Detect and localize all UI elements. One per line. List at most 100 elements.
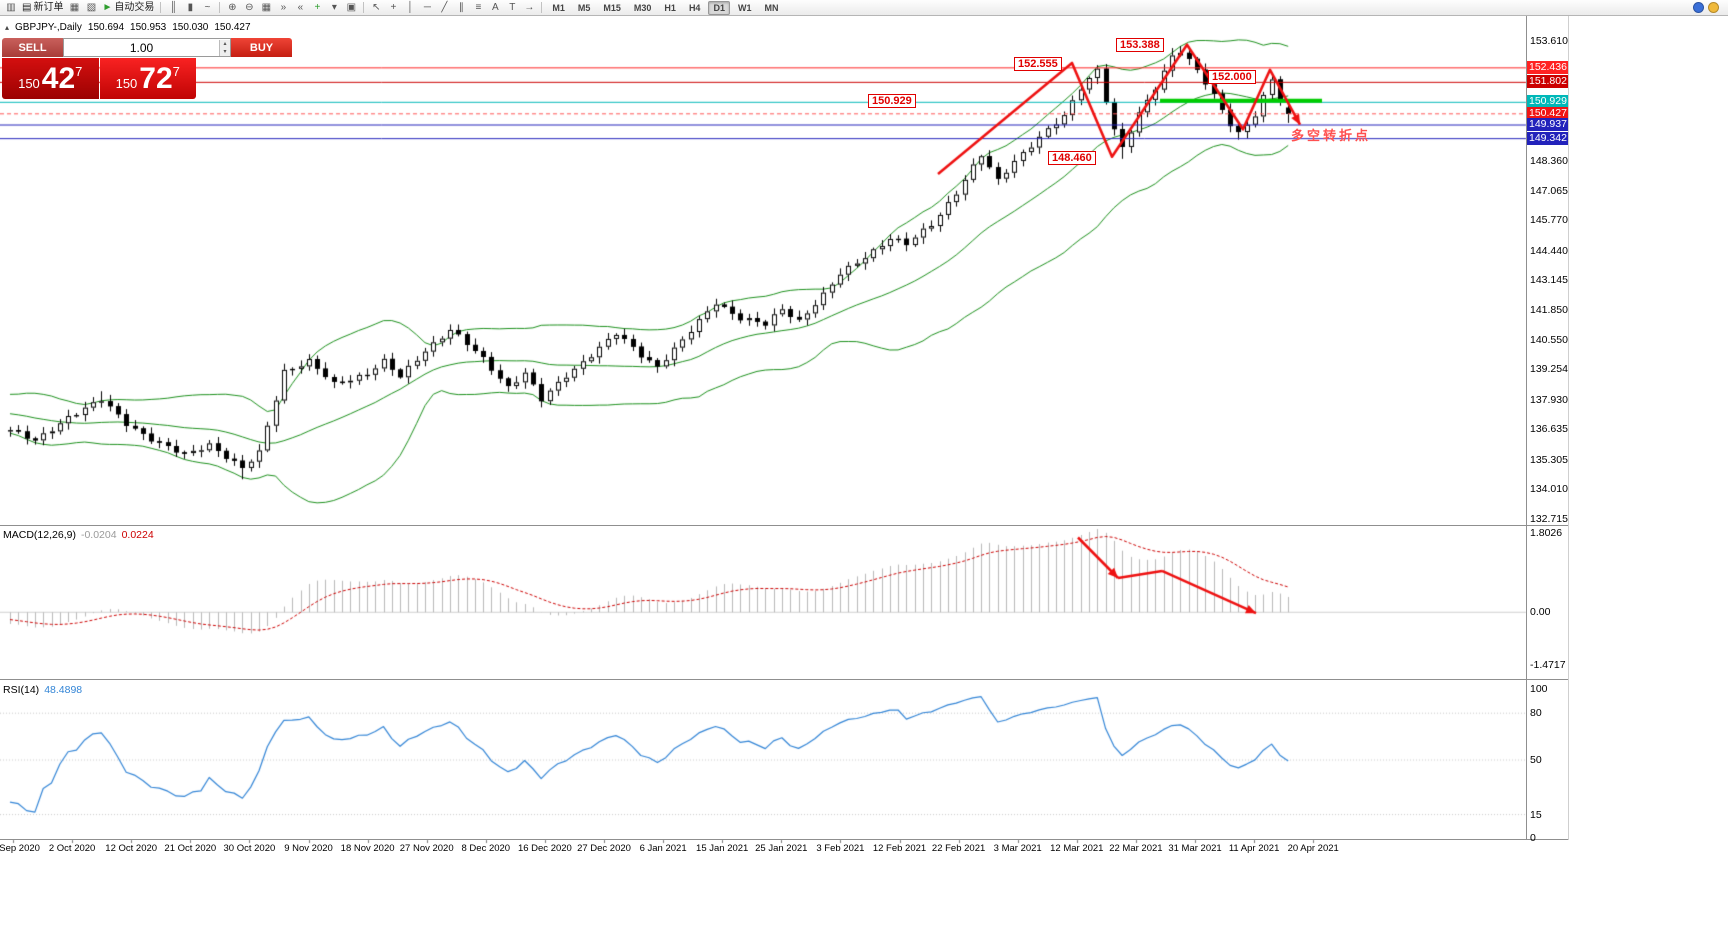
- cursor-tool-icon: ↖: [372, 1, 381, 13]
- label-tool-icon: T: [509, 1, 516, 13]
- time-axis-separator: [0, 839, 1568, 840]
- notifications-icon[interactable]: [1708, 2, 1719, 13]
- volume-box: ▴ ▾: [63, 38, 231, 57]
- crosshair-tool[interactable]: +: [385, 1, 401, 15]
- buy-price-main: 72: [139, 61, 173, 95]
- zoom-in-icon: ⊕: [228, 1, 237, 13]
- timeframe-d1[interactable]: D1: [708, 0, 730, 15]
- tile-windows-icon: ▦: [261, 1, 272, 13]
- chart-shift[interactable]: «: [292, 1, 308, 15]
- line-mode[interactable]: ~: [199, 1, 215, 15]
- symbol-title: GBPJPY-,Daily: [15, 22, 82, 33]
- trendline-tool-icon: ╱: [441, 1, 448, 13]
- timeframe-m5[interactable]: M5: [577, 2, 591, 13]
- zoom-out[interactable]: ⊖: [241, 1, 257, 15]
- vertical-line-tool[interactable]: │: [402, 1, 418, 15]
- sell-price-panel[interactable]: 150 42 7: [2, 58, 99, 99]
- label-tool[interactable]: T: [504, 1, 520, 15]
- candles-mode-icon: ▮: [187, 1, 194, 13]
- tile-windows[interactable]: ▦: [258, 1, 274, 15]
- sell-price-pipette: 7: [75, 64, 83, 79]
- bull-bear-turning-point-note[interactable]: 多空转折点: [1291, 128, 1372, 143]
- sell-button[interactable]: SELL: [2, 38, 63, 57]
- close-value: 150.427: [214, 22, 251, 33]
- trendline-tool[interactable]: ╱: [436, 1, 452, 15]
- channel-tool-icon: ∥: [458, 1, 464, 13]
- templates-menu-icon: ▣: [346, 1, 357, 13]
- timeframe-h4[interactable]: H4: [688, 2, 701, 13]
- new-order-button[interactable]: ▤ 新订单: [20, 1, 65, 15]
- timeframe-m15[interactable]: M15: [603, 2, 621, 13]
- rsi-value: 48.4898: [44, 684, 83, 696]
- zoom-in[interactable]: ⊕: [224, 1, 240, 15]
- main-toolbar: ▥ ▤ 新订单 ▦ ▧ ► 自动交易 ║ ▮ ~ ⊕ ⊖ ▦» «+ ▾ ▣ ↖ + │ ─ ╱ ∥ ≡ A T → M1 M5 M15…: [0, 0, 1728, 16]
- timeframe-w1[interactable]: W1: [737, 2, 752, 13]
- toolbar-separator: [160, 2, 162, 13]
- timeframe-h1[interactable]: H1: [664, 2, 676, 13]
- chart-windows[interactable]: ▦: [66, 1, 82, 15]
- fibonacci-tool-icon: ≡: [475, 1, 482, 13]
- volume-down-button[interactable]: ▾: [220, 47, 230, 56]
- volume-spinner: ▴ ▾: [219, 39, 230, 56]
- rsi-indicator-readout: RSI(14) 48.4898: [3, 684, 82, 696]
- new-chart[interactable]: ▥: [3, 1, 19, 15]
- sell-price-prefix: 150: [18, 76, 40, 91]
- text-tool-icon: A: [492, 1, 499, 13]
- volume-up-button[interactable]: ▴: [220, 39, 230, 48]
- arrows-tool-icon: →: [524, 1, 535, 13]
- candles-mode[interactable]: ▮: [182, 1, 198, 15]
- rsi-panel-separator[interactable]: [0, 679, 1568, 680]
- price-scale-separator[interactable]: [1526, 16, 1527, 840]
- toolbar-separator: [541, 2, 543, 13]
- channel-tool[interactable]: ∥: [453, 1, 469, 15]
- templates-menu[interactable]: ▣: [343, 1, 359, 15]
- buy-price-prefix: 150: [115, 76, 138, 91]
- buy-button[interactable]: BUY: [231, 38, 292, 57]
- high-value: 150.953: [130, 22, 167, 33]
- one-click-collapse-icon[interactable]: ▴: [5, 23, 10, 32]
- buy-price-panel[interactable]: 150 72 7: [99, 58, 196, 99]
- chart-shift-icon: «: [297, 1, 304, 13]
- timeframe-m1[interactable]: M1: [552, 2, 565, 13]
- chart-windows-icon: ▦: [69, 1, 80, 13]
- periods-menu-icon: ▾: [331, 1, 337, 13]
- sell-price-main: 42: [41, 61, 76, 95]
- new-chart-icon: ▥: [6, 1, 16, 13]
- profiles[interactable]: ▧: [83, 1, 99, 15]
- auto-trading-button-icon: ►: [102, 1, 113, 13]
- auto-scroll[interactable]: »: [275, 1, 291, 15]
- toolbar-right-icons: [1693, 2, 1725, 13]
- vertical-line-tool-icon: │: [407, 1, 414, 13]
- indicators-add-icon: +: [314, 1, 321, 13]
- toolbar-separator: [219, 2, 221, 13]
- volume-input[interactable]: [64, 40, 219, 55]
- macd-indicator-readout: MACD(12,26,9) -0.0204 0.0224: [3, 529, 154, 541]
- fibonacci-tool[interactable]: ≡: [470, 1, 486, 15]
- text-tool[interactable]: A: [487, 1, 503, 15]
- macd-main-value: -0.0204: [80, 529, 117, 541]
- open-value: 150.694: [87, 22, 125, 33]
- macd-signal-value: 0.0224: [121, 529, 154, 541]
- profiles-icon: ▧: [86, 1, 97, 13]
- chart-right-edge: [1568, 16, 1569, 840]
- arrows-tool[interactable]: →: [521, 1, 537, 15]
- auto-trading-button-label: 自动交易: [114, 1, 155, 13]
- horizontal-line-tool-icon: ─: [423, 1, 431, 13]
- community-icon[interactable]: [1693, 2, 1704, 13]
- horizontal-line-tool[interactable]: ─: [419, 1, 435, 15]
- timeframe-m30[interactable]: M30: [633, 2, 652, 13]
- auto-scroll-icon: »: [280, 1, 287, 13]
- timeframe-mn[interactable]: MN: [764, 2, 779, 13]
- bars-mode-icon: ║: [169, 1, 177, 13]
- toolbar-items: ▥ ▤ 新订单 ▦ ▧ ► 自动交易 ║ ▮ ~ ⊕ ⊖ ▦» «+ ▾ ▣ ↖ + │ ─ ╱ ∥ ≡ A T → M1 M5 M15…: [3, 0, 784, 15]
- auto-trading-button[interactable]: ► 自动交易: [100, 1, 156, 15]
- symbol-ohlc-readout: ▴ GBPJPY-,Daily 150.694 150.953 150.030 …: [5, 22, 251, 33]
- periods-menu[interactable]: ▾: [326, 1, 342, 15]
- indicators-add[interactable]: +: [309, 1, 325, 15]
- bars-mode[interactable]: ║: [165, 1, 181, 15]
- cursor-tool[interactable]: ↖: [368, 1, 384, 15]
- macd-panel-separator[interactable]: [0, 525, 1568, 526]
- one-click-trading-panel: SELL ▴ ▾ BUY 150 42 7 150 72 7: [2, 38, 292, 99]
